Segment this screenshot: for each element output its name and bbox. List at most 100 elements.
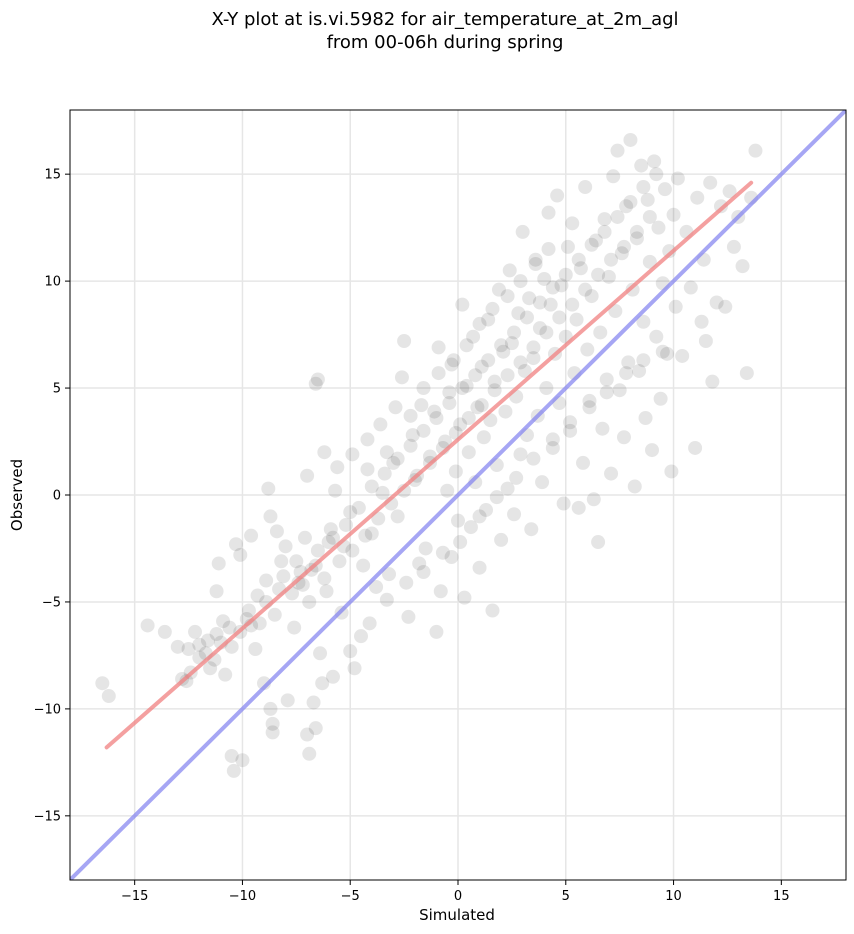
data-point [261, 481, 276, 496]
x-tick-label: −10 [229, 889, 256, 904]
scatter-points [95, 132, 763, 778]
data-point [703, 175, 718, 190]
data-point [222, 620, 237, 635]
data-point [140, 618, 155, 633]
data-point [519, 310, 534, 325]
data-point [362, 616, 377, 631]
data-point [675, 348, 690, 363]
data-point [325, 530, 340, 545]
data-point [550, 188, 565, 203]
data-point [494, 532, 509, 547]
data-point [504, 336, 519, 351]
y-axis-label: Observed [8, 459, 26, 531]
data-point [416, 381, 431, 396]
data-point [401, 609, 416, 624]
data-point [233, 547, 248, 562]
data-point [647, 154, 662, 169]
data-point [474, 359, 489, 374]
data-point [522, 291, 537, 306]
data-point [545, 432, 560, 447]
data-point [274, 554, 289, 569]
data-point [578, 180, 593, 194]
data-point [457, 590, 472, 605]
data-point [192, 637, 207, 652]
data-point [670, 171, 685, 186]
data-point [267, 607, 282, 622]
data-point [438, 434, 453, 449]
data-point [500, 289, 515, 304]
data-point [414, 398, 429, 413]
data-point [429, 624, 444, 639]
data-point [373, 417, 388, 432]
data-point [377, 466, 392, 481]
data-point [545, 280, 560, 295]
data-point [403, 438, 418, 453]
data-point [541, 205, 556, 220]
data-point [444, 357, 459, 372]
data-point [591, 267, 606, 282]
data-point [244, 528, 259, 543]
chart-title: X-Y plot at is.vi.5982 for air_temperatu… [211, 9, 678, 30]
data-point [263, 701, 278, 716]
data-point [332, 554, 347, 569]
data-point [390, 451, 405, 466]
data-point [586, 492, 601, 507]
data-point [698, 334, 713, 348]
data-point [507, 507, 522, 522]
data-point [485, 603, 500, 618]
data-point [181, 642, 196, 656]
data-point [509, 470, 524, 485]
data-point [655, 344, 670, 359]
data-point [315, 676, 330, 691]
data-point [660, 346, 675, 361]
data-point [343, 644, 358, 659]
data-point [565, 216, 580, 231]
data-point [718, 299, 733, 314]
data-point [552, 310, 567, 325]
data-point [276, 569, 291, 584]
data-point [554, 278, 569, 293]
x-axis-ticks: −15 −10 −5 0 5 10 15 [121, 880, 790, 904]
x-tick-label: 5 [562, 889, 570, 904]
data-point [351, 500, 366, 515]
data-point [560, 239, 575, 254]
data-point [300, 727, 315, 742]
data-point [463, 520, 478, 535]
data-point [302, 594, 317, 609]
data-point [636, 314, 651, 329]
data-point [209, 627, 224, 642]
data-point [632, 363, 647, 378]
data-point [517, 363, 532, 378]
data-point [455, 297, 470, 312]
data-point [379, 592, 394, 607]
identity-line [70, 110, 846, 880]
data-point [688, 440, 703, 455]
data-point [485, 301, 500, 316]
data-point [453, 417, 468, 432]
data-point [448, 464, 463, 479]
y-tick-label: 10 [44, 275, 61, 290]
data-point [328, 483, 343, 498]
data-point [690, 190, 705, 205]
data-point [364, 526, 379, 541]
data-point [481, 312, 496, 327]
data-point [481, 353, 496, 368]
data-point [662, 244, 677, 259]
data-point [360, 432, 375, 447]
data-point [748, 143, 763, 158]
data-point [360, 462, 375, 477]
data-point [358, 528, 373, 543]
data-point [157, 624, 172, 639]
data-point [431, 366, 446, 381]
data-point [382, 567, 397, 582]
data-point [278, 539, 293, 554]
data-point [235, 753, 250, 768]
data-point [263, 509, 278, 524]
data-point [459, 378, 474, 393]
data-point [472, 316, 487, 331]
data-point [629, 224, 644, 239]
data-point [388, 400, 403, 415]
y-tick-label: −15 [34, 809, 61, 824]
data-point [526, 351, 541, 366]
data-point [578, 282, 593, 297]
